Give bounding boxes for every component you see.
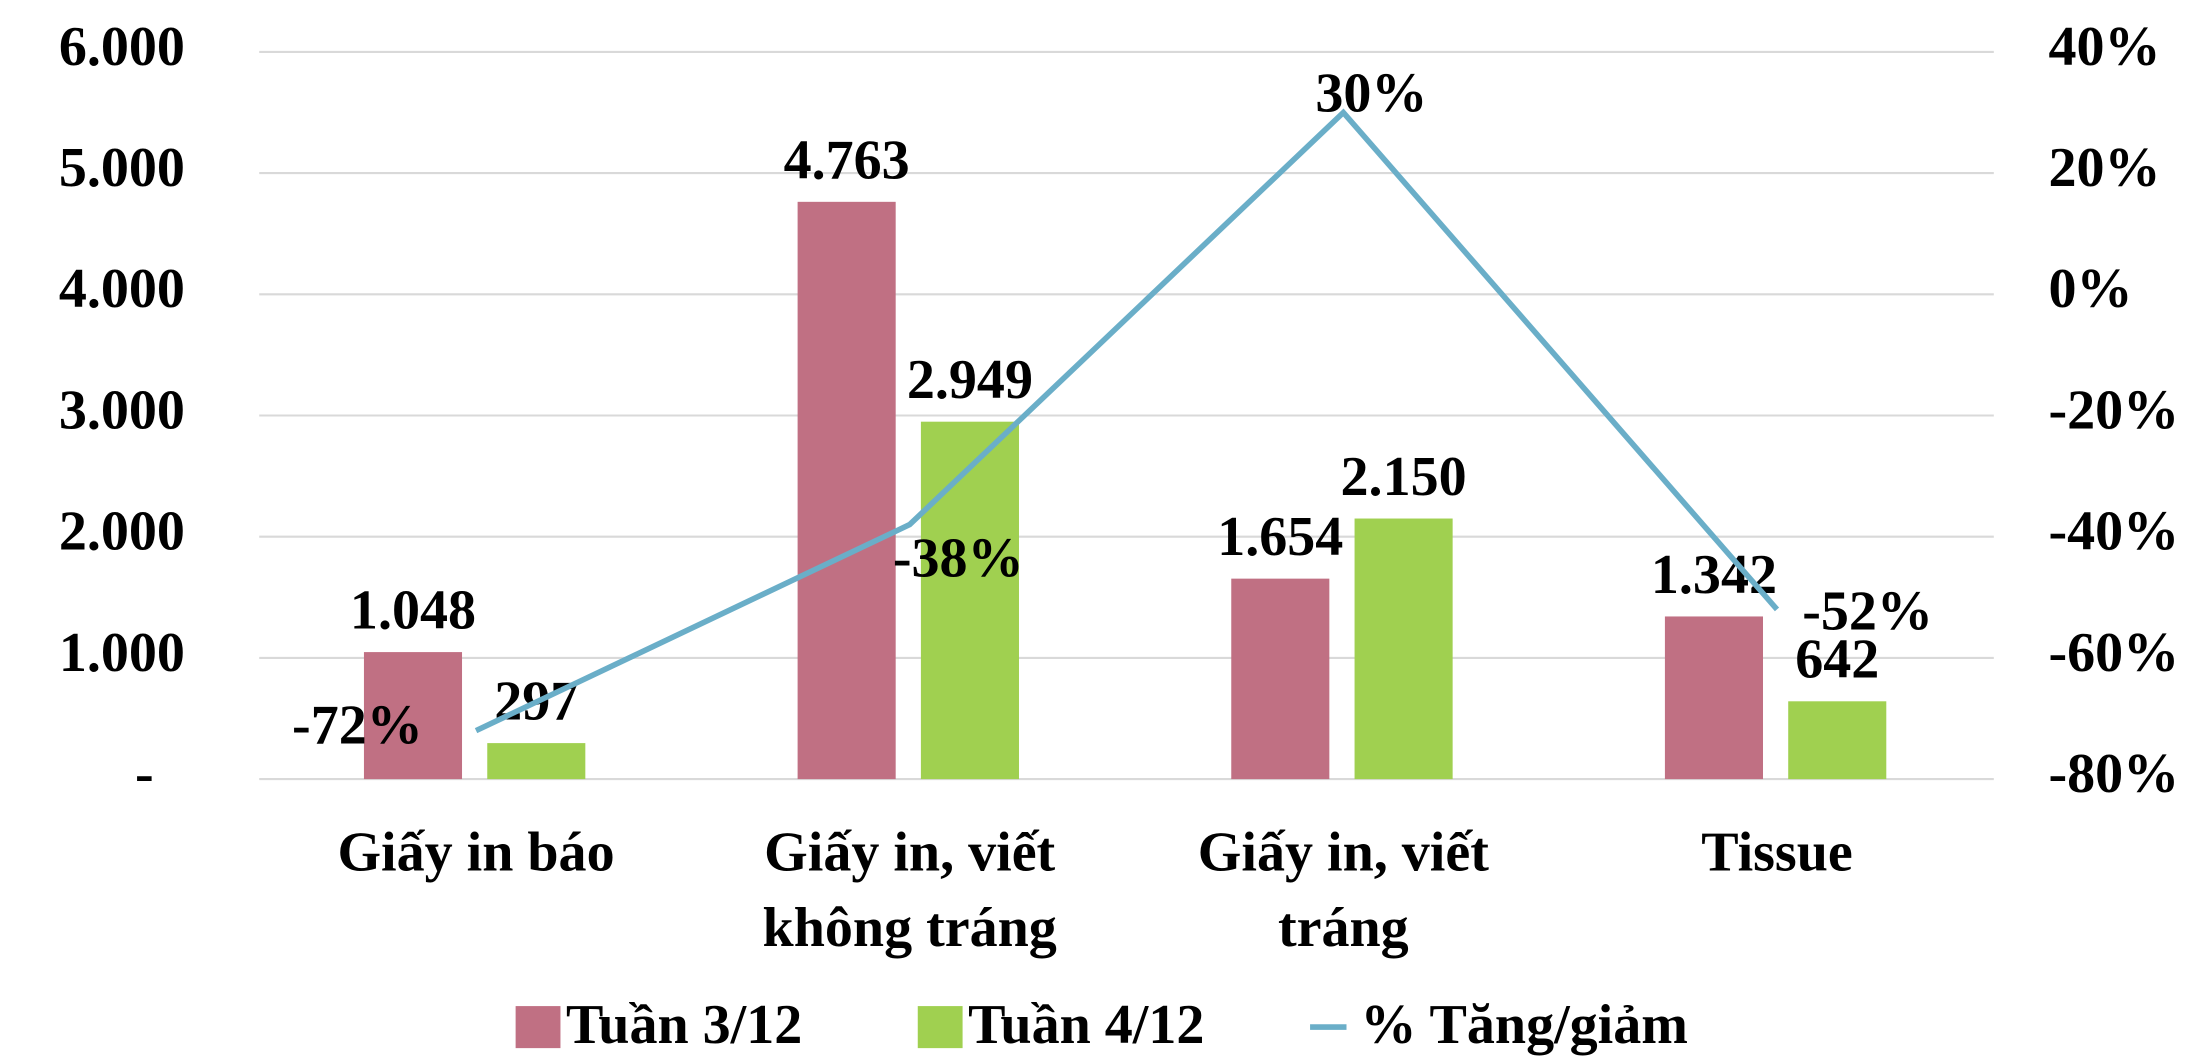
data-label: 30% bbox=[1315, 62, 1427, 124]
data-label: -52% bbox=[1802, 580, 1933, 642]
y-tick-label: 1.000 bbox=[59, 622, 185, 684]
x-tick-label: không tráng bbox=[763, 897, 1057, 959]
data-label: 2.949 bbox=[907, 349, 1033, 411]
y-tick-label: 3.000 bbox=[59, 379, 185, 441]
data-label: -72% bbox=[292, 694, 423, 756]
y2-tick-label: 40% bbox=[2048, 16, 2160, 78]
data-label: 4.763 bbox=[784, 129, 910, 191]
y2-tick-label: 0% bbox=[2048, 258, 2132, 320]
bar bbox=[363, 652, 463, 780]
legend-swatch bbox=[515, 1006, 561, 1049]
bar bbox=[1231, 578, 1330, 780]
y2-tick-label: -80% bbox=[2048, 743, 2179, 805]
bar bbox=[1354, 518, 1453, 780]
data-label: -38% bbox=[893, 528, 1024, 590]
bar bbox=[920, 421, 1019, 780]
y2-tick-label: -20% bbox=[2048, 379, 2179, 441]
data-label: 1.654 bbox=[1217, 506, 1343, 568]
bar bbox=[1788, 701, 1887, 780]
y2-tick-label: 20% bbox=[2048, 137, 2160, 199]
y-tick-label: 5.000 bbox=[59, 137, 185, 199]
y2-tick-label: -40% bbox=[2048, 501, 2179, 563]
legend-label: Tuần 4/12 bbox=[968, 994, 1204, 1056]
bar bbox=[487, 743, 586, 780]
y2-tick-label: -60% bbox=[2048, 622, 2179, 684]
legend-label: Tuần 3/12 bbox=[566, 994, 802, 1056]
y-tick-label: - bbox=[135, 743, 154, 805]
data-label: 1.048 bbox=[350, 580, 476, 642]
x-tick-label: Giấy in báo bbox=[337, 821, 614, 883]
data-label: 1.342 bbox=[1651, 544, 1777, 606]
y-tick-label: 2.000 bbox=[59, 501, 185, 563]
data-label: 642 bbox=[1795, 629, 1879, 691]
y-tick-label: 4.000 bbox=[59, 258, 185, 320]
data-label: 2.150 bbox=[1341, 446, 1467, 508]
x-tick-label: Giấy in, viết bbox=[764, 821, 1055, 883]
x-tick-label: Giấy in, viết bbox=[1198, 821, 1489, 883]
y-tick-label: 6.000 bbox=[59, 16, 185, 78]
x-tick-label: Tissue bbox=[1701, 821, 1853, 883]
x-tick-label: tráng bbox=[1278, 897, 1409, 959]
line bbox=[474, 108, 1780, 734]
legend-label: % Tăng/giảm bbox=[1361, 994, 1688, 1056]
legend-swatch bbox=[917, 1006, 963, 1049]
bar bbox=[797, 201, 896, 780]
bar bbox=[1664, 616, 1763, 780]
